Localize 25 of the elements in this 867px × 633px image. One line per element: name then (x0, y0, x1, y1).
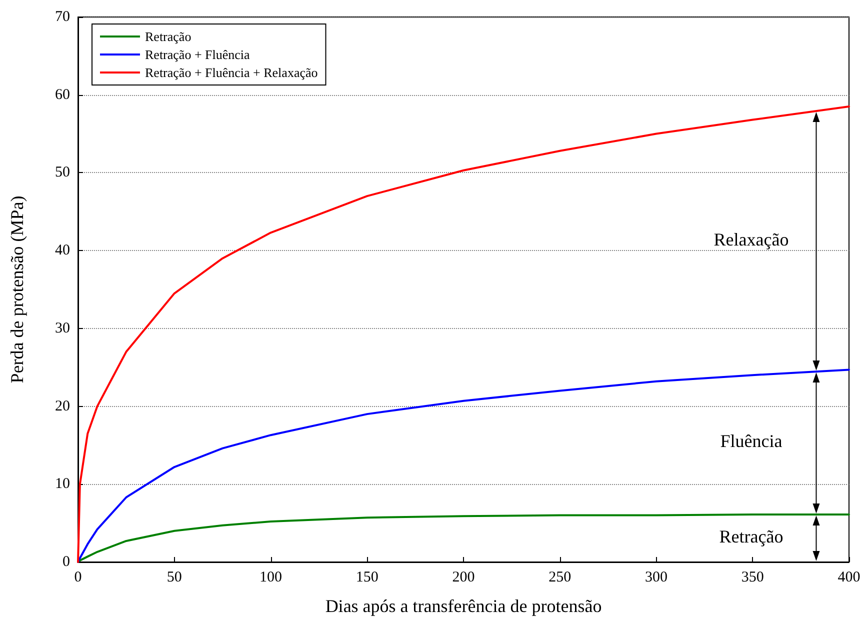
y-tick-label: 50 (55, 164, 70, 181)
x-tick-label: 200 (452, 570, 475, 586)
y-tick-label: 60 (55, 86, 70, 103)
x-tick-label: 0 (74, 570, 82, 586)
y-tick-label: 40 (55, 242, 70, 259)
x-tick-label: 150 (356, 570, 378, 586)
y-tick-label: 70 (55, 9, 70, 25)
annotation: Relaxação (714, 229, 789, 250)
y-axis-title: Perda de protensão (MPa) (7, 196, 27, 384)
x-tick-label: 100 (260, 570, 282, 586)
x-tick-label: 250 (548, 570, 572, 586)
y-tick-label: 30 (55, 320, 70, 336)
y-tick-label: 10 (55, 476, 70, 492)
x-tick-label: 50 (166, 570, 182, 586)
legend-label: Retração + Fluência + Relaxação (145, 65, 318, 80)
x-axis-title: Dias após a transferência de protensão (325, 596, 602, 616)
legend-label: Retração + Fluência (145, 47, 250, 62)
annotation: Fluência (720, 431, 782, 452)
x-tick-label: 400 (838, 570, 860, 586)
x-tick-label: 350 (741, 570, 764, 586)
annotation: Retração (719, 526, 784, 546)
legend-label: Retração (145, 29, 192, 44)
y-tick-label: 0 (62, 554, 70, 570)
y-tick-label: 20 (55, 398, 70, 414)
x-tick-label: 300 (645, 570, 668, 586)
